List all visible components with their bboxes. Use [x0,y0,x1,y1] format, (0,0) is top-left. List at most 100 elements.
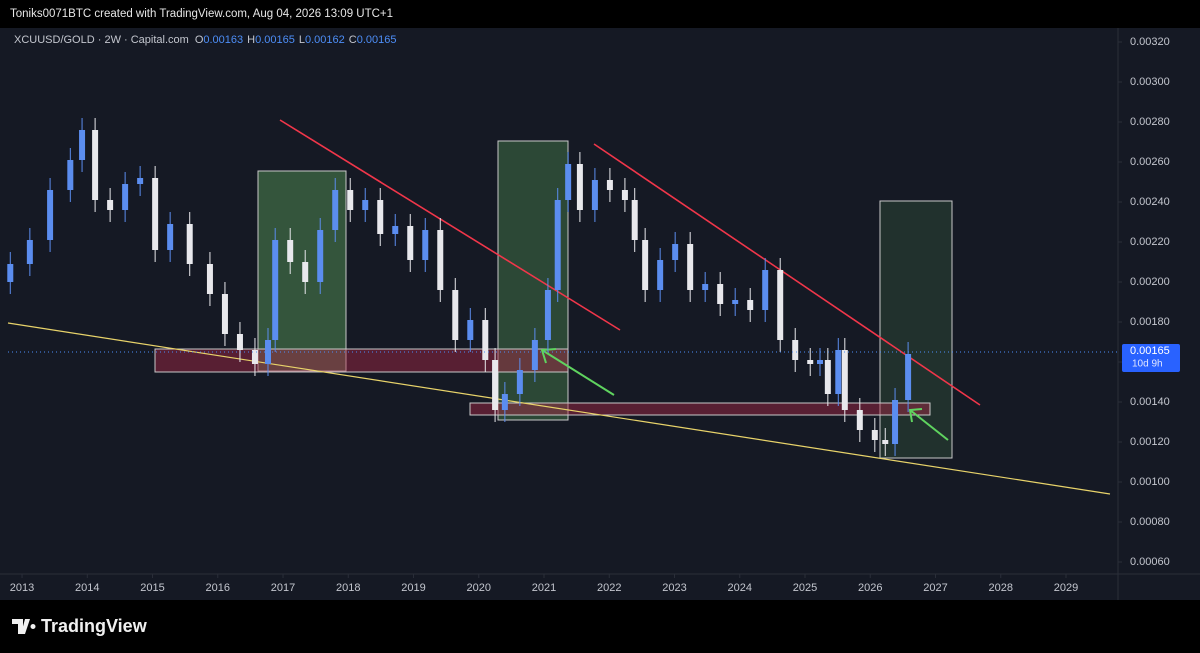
support-trendline [7,322,1111,495]
candle-body [871,430,878,440]
candle-body [544,290,551,340]
resistance-trendline [279,119,621,331]
candle-body [7,264,14,282]
candle-body [835,350,842,394]
candle-body [92,130,99,200]
candle-body [392,226,399,234]
x-tick-label: 2027 [923,582,947,594]
ohlc-value: 0.00162 [305,34,345,46]
candle-body [824,360,831,394]
y-tick-label: 0.00280 [1130,116,1170,128]
candle-body [892,400,899,444]
footer-logo: TradingView [12,616,148,636]
candle-body [79,130,86,160]
countdown-label: 10d 9h [1132,359,1163,370]
candle-body [732,300,739,304]
candle-body [272,240,279,340]
x-tick-label: 2019 [401,582,425,594]
candle-body [606,180,613,190]
candle-body [501,394,508,410]
chart-pane [0,28,1200,600]
x-tick-label: 2025 [793,582,817,594]
header-text: Toniks0071BTC created with TradingView.c… [10,8,393,20]
x-tick-label: 2026 [858,582,882,594]
candle-body [437,230,444,290]
brand: TradingView [41,616,148,636]
candle-body [591,180,598,210]
candle-body [482,320,489,360]
candle-body [452,290,459,340]
y-tick-label: 0.00320 [1130,36,1170,48]
ohlc-value: 0.00163 [203,34,243,46]
candle-body [747,300,754,310]
ohlc-value: 0.00165 [255,34,295,46]
candle-body [841,350,848,410]
x-tick-label: 2016 [206,582,230,594]
candle-body [377,200,384,234]
candle-body [221,294,228,334]
candle-body [186,224,193,264]
y-tick-label: 0.00220 [1130,236,1170,248]
y-tick-label: 0.00100 [1130,476,1170,488]
y-tick-label: 0.00180 [1130,316,1170,328]
candle-body [762,270,769,310]
x-tick-label: 2017 [271,582,295,594]
candle-body [467,320,474,340]
y-tick-label: 0.00060 [1130,556,1170,568]
x-tick-label: 2023 [662,582,686,594]
candle-body [792,340,799,360]
x-tick-label: 2029 [1054,582,1078,594]
candle-body [687,244,694,290]
x-tick-label: 2022 [597,582,621,594]
candle-body [152,178,159,250]
x-tick-label: 2024 [728,582,752,594]
candle-body [332,190,339,230]
candle-body [47,190,54,240]
candle-body [621,190,628,200]
candle-body [657,260,664,290]
x-tick-label: 2028 [989,582,1013,594]
candle-body [516,370,523,394]
ohlc-key: L [299,34,305,46]
candle-body [67,160,74,190]
drawings [7,119,1111,495]
symbol-legend: XCUUSD/GOLD · 2W · Capital.com O0.00163 H0… [14,34,396,46]
candle-body [905,354,912,400]
y-tick-label: 0.00200 [1130,276,1170,288]
ohlc-value: 0.00165 [357,34,397,46]
candle-body [817,360,824,364]
symbol: XCUUSD/GOLD · 2W · Capital.com [14,34,189,46]
x-tick-label: 2013 [10,582,34,594]
y-tick-label: 0.00140 [1130,396,1170,408]
candle-body [302,262,309,282]
y-tick-label: 0.00260 [1130,156,1170,168]
last-price-tag [1122,344,1180,372]
ohlc-key: O [195,34,204,46]
y-tick-label: 0.00120 [1130,436,1170,448]
candle-body [422,230,429,260]
candle-body [317,230,324,282]
y-tick-label: 0.00080 [1130,516,1170,528]
x-tick-label: 2018 [336,582,360,594]
red-zone [154,348,569,373]
x-tick-label: 2014 [75,582,99,594]
candle-body [642,240,649,290]
ohlc-key: C [349,34,357,46]
candle-body [702,284,709,290]
candle-body [251,350,258,364]
candle-body [167,224,174,250]
candle-body [347,190,354,210]
candle-body [631,200,638,240]
candle-body [26,240,33,264]
arrow [540,348,615,396]
resistance-trendline [593,143,981,406]
candle-body [287,240,294,262]
candle-body [777,270,784,340]
x-tick-label: 2020 [467,582,491,594]
candle-body [107,200,114,210]
candle-body [236,334,243,350]
candle-body [807,360,814,364]
logo-icon [12,619,36,634]
candle-body [206,264,213,294]
